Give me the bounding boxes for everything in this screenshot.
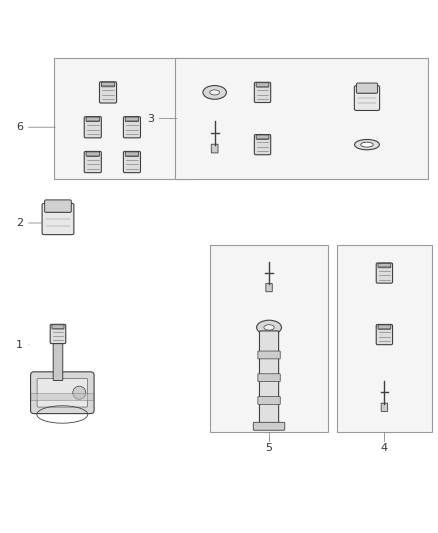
FancyBboxPatch shape bbox=[101, 82, 115, 87]
Text: 5: 5 bbox=[265, 443, 272, 453]
FancyBboxPatch shape bbox=[381, 403, 388, 411]
FancyBboxPatch shape bbox=[86, 117, 99, 122]
Text: 1: 1 bbox=[16, 340, 29, 350]
FancyBboxPatch shape bbox=[99, 82, 117, 103]
FancyBboxPatch shape bbox=[124, 151, 141, 173]
Ellipse shape bbox=[264, 325, 274, 330]
FancyBboxPatch shape bbox=[336, 245, 432, 432]
FancyBboxPatch shape bbox=[354, 86, 380, 110]
Ellipse shape bbox=[203, 86, 226, 99]
FancyBboxPatch shape bbox=[259, 331, 279, 424]
FancyBboxPatch shape bbox=[125, 152, 138, 156]
FancyBboxPatch shape bbox=[256, 83, 269, 87]
FancyBboxPatch shape bbox=[53, 58, 197, 180]
Circle shape bbox=[73, 386, 86, 399]
Ellipse shape bbox=[355, 140, 379, 150]
FancyBboxPatch shape bbox=[31, 372, 94, 414]
Text: 3: 3 bbox=[147, 114, 177, 124]
FancyBboxPatch shape bbox=[253, 422, 285, 430]
FancyBboxPatch shape bbox=[84, 117, 101, 138]
FancyBboxPatch shape bbox=[45, 200, 71, 213]
Ellipse shape bbox=[257, 320, 282, 335]
FancyBboxPatch shape bbox=[125, 117, 138, 122]
FancyBboxPatch shape bbox=[52, 325, 64, 329]
Text: 6: 6 bbox=[16, 122, 55, 132]
FancyBboxPatch shape bbox=[37, 378, 88, 407]
FancyBboxPatch shape bbox=[84, 151, 101, 173]
FancyBboxPatch shape bbox=[258, 374, 280, 382]
FancyBboxPatch shape bbox=[86, 152, 99, 156]
Ellipse shape bbox=[210, 90, 219, 95]
FancyBboxPatch shape bbox=[254, 82, 271, 102]
FancyBboxPatch shape bbox=[42, 204, 74, 235]
FancyBboxPatch shape bbox=[258, 397, 280, 405]
Ellipse shape bbox=[361, 142, 373, 147]
FancyBboxPatch shape bbox=[376, 263, 392, 283]
FancyBboxPatch shape bbox=[124, 117, 141, 138]
FancyBboxPatch shape bbox=[378, 325, 391, 329]
FancyBboxPatch shape bbox=[176, 58, 428, 180]
FancyBboxPatch shape bbox=[266, 284, 272, 292]
FancyBboxPatch shape bbox=[31, 393, 94, 400]
FancyBboxPatch shape bbox=[357, 83, 378, 93]
FancyBboxPatch shape bbox=[50, 324, 66, 344]
Text: 4: 4 bbox=[381, 443, 388, 453]
FancyBboxPatch shape bbox=[378, 263, 391, 268]
FancyBboxPatch shape bbox=[376, 325, 392, 345]
FancyBboxPatch shape bbox=[210, 245, 328, 432]
FancyBboxPatch shape bbox=[254, 134, 271, 155]
FancyBboxPatch shape bbox=[211, 144, 218, 153]
Text: 2: 2 bbox=[16, 218, 42, 228]
FancyBboxPatch shape bbox=[258, 351, 280, 359]
FancyBboxPatch shape bbox=[256, 135, 269, 139]
FancyBboxPatch shape bbox=[53, 335, 63, 381]
